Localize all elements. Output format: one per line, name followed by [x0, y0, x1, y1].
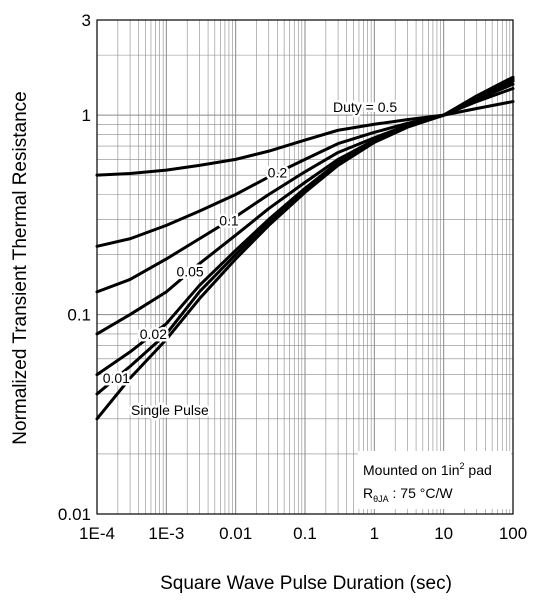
series-layer [95, 75, 515, 421]
x-tick-label: 100 [499, 524, 527, 543]
mounting-note: Mounted on 1in2 pad RθJA : 75 °C/W [358, 451, 511, 509]
rth-symbol: R [363, 485, 373, 501]
series-line [95, 75, 515, 421]
series-label-single-pulse: Single Pulse [131, 402, 209, 418]
rth-text: RθJA : 75 °C/W [363, 485, 453, 504]
mounting-text: Mounted on 1in2 pad [363, 461, 492, 478]
x-tick-label: 1E-4 [79, 524, 115, 543]
y-tick-label: 3 [82, 11, 91, 30]
y-axis-label: Normalized Transient Thermal Resistance [10, 91, 31, 444]
series-label: 0.02 [140, 326, 167, 342]
series-label: 0.01 [103, 370, 130, 386]
y-tick-label: 0.1 [67, 306, 91, 325]
mounting-text-superscript: 2 [460, 461, 465, 471]
x-tick-label: 1E-3 [148, 524, 184, 543]
mounting-note-background [358, 451, 511, 509]
x-tick-label: 10 [434, 524, 453, 543]
mounting-text-main: Mounted on 1in [363, 462, 460, 478]
y-tick-label: 1 [82, 106, 91, 125]
x-tick-label: 0.1 [293, 524, 317, 543]
rth-subscript: θJA [373, 494, 389, 504]
rth-value: : 75 °C/W [389, 485, 454, 501]
grid-layer [97, 20, 513, 514]
duty-label: Duty = 0.5 [333, 99, 397, 115]
x-axis-label: Square Wave Pulse Duration (sec) [160, 573, 452, 594]
series-label: 0.1 [219, 213, 239, 229]
series-label: 0.05 [176, 264, 203, 280]
series-label: 0.2 [268, 165, 288, 181]
plot-frame [96, 19, 514, 515]
x-tick-label: 1 [370, 524, 379, 543]
y-tick-label: 0.01 [58, 505, 91, 524]
x-tick-label: 0.01 [219, 524, 252, 543]
mounting-text-suffix: pad [465, 462, 492, 478]
tick-label-layer: 1E-4 1E-3 0.01 0.1 1 10 100 0.01 0.1 1 3 [58, 11, 527, 543]
